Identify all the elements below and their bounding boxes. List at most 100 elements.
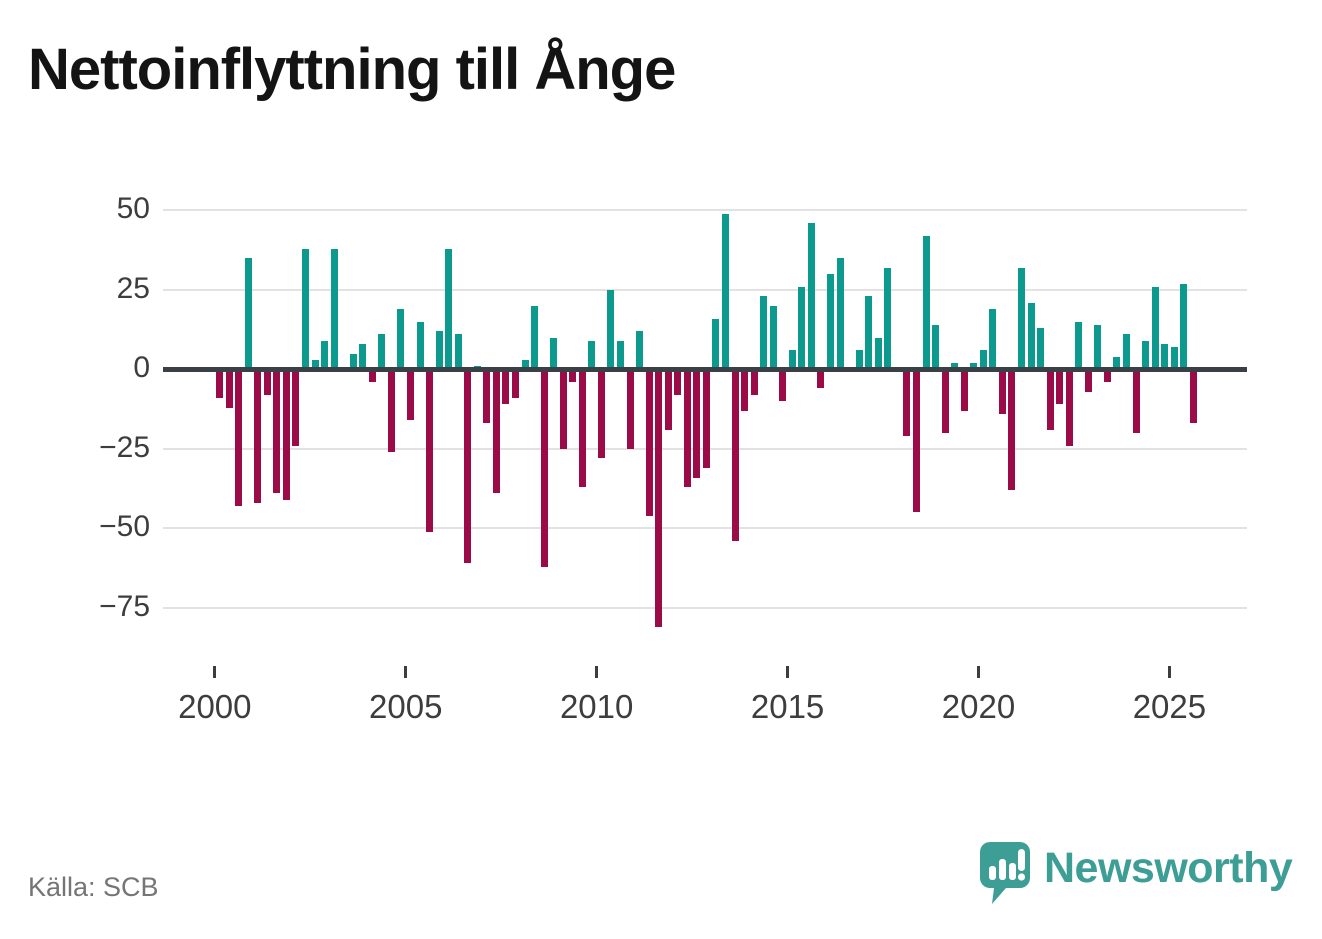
y-axis-tick-label: 25: [116, 271, 150, 305]
bar: [731, 369, 739, 542]
bar: [1094, 324, 1102, 370]
bar: [884, 267, 892, 370]
bar: [769, 305, 777, 370]
bar: [922, 235, 930, 370]
bar: [1065, 369, 1073, 446]
bar: [1151, 286, 1159, 370]
bar: [1113, 356, 1121, 370]
x-axis-tick: [213, 666, 217, 678]
bar: [798, 286, 806, 370]
bar: [655, 369, 663, 627]
source-note: Källa: SCB: [28, 872, 159, 902]
gridline: [163, 527, 1247, 530]
bar: [607, 289, 615, 370]
bar: [311, 359, 319, 370]
gridline: [163, 288, 1247, 291]
y-axis-tick-label: 0: [133, 351, 150, 385]
bar: [1027, 302, 1035, 370]
bar: [827, 274, 835, 370]
x-axis-tick: [404, 666, 408, 678]
bar: [512, 369, 520, 398]
bar: [254, 369, 262, 503]
bar: [1180, 283, 1188, 370]
bar: [387, 369, 395, 453]
x-axis-tick-label: 2015: [750, 688, 825, 725]
bar: [702, 369, 710, 468]
x-axis-tick-label: 2020: [941, 688, 1016, 725]
bar: [244, 258, 252, 370]
bar: [712, 318, 720, 370]
x-axis-tick: [595, 666, 599, 678]
bar: [874, 337, 882, 370]
bar: [836, 258, 844, 370]
bar: [807, 223, 815, 370]
bar: [578, 369, 586, 488]
bar: [464, 369, 472, 564]
bar: [636, 331, 644, 370]
bar: [960, 369, 968, 411]
zero-axis-line: [163, 366, 1247, 372]
bar: [416, 321, 424, 370]
bar: [521, 359, 529, 370]
bar: [273, 369, 281, 494]
bar: [1008, 369, 1016, 491]
bar: [1084, 369, 1092, 392]
bar: [865, 296, 873, 370]
bar: [760, 296, 768, 370]
bar: [225, 369, 233, 408]
bar: [1017, 267, 1025, 370]
bar: [569, 369, 577, 383]
bar: [951, 363, 959, 370]
bar: [970, 363, 978, 370]
bar: [235, 369, 243, 507]
bar: [397, 308, 405, 370]
bar: [979, 350, 987, 370]
bar: [597, 369, 605, 459]
bar: [617, 340, 625, 370]
bar: [989, 308, 997, 370]
bar: [216, 369, 224, 398]
x-axis-tick-label: 2000: [178, 688, 252, 725]
bar: [1122, 334, 1130, 370]
gridline: [163, 606, 1247, 609]
y-axis-tick-label: −50: [99, 510, 150, 544]
bar: [1037, 328, 1045, 370]
y-axis-tick-label: −25: [99, 430, 150, 464]
newsworthy-speech-bubble-chart-icon: [980, 842, 1030, 911]
bar: [540, 369, 548, 567]
bar: [903, 369, 911, 437]
bar: [1046, 369, 1054, 430]
bar: [941, 369, 949, 433]
bar: [321, 340, 329, 370]
bar: [1075, 321, 1083, 370]
x-axis-tick-label: 2010: [559, 688, 634, 725]
bar: [855, 350, 863, 370]
bar: [683, 369, 691, 488]
bar: [817, 369, 825, 389]
bar: [722, 213, 730, 370]
x-axis-tick: [977, 666, 980, 678]
bar: [788, 350, 796, 370]
bar: [359, 343, 367, 370]
newsworthy-logo: Newsworthy: [980, 842, 1293, 911]
bar: [426, 369, 434, 532]
bar: [407, 369, 415, 421]
bar: [741, 369, 749, 411]
bar: [645, 369, 653, 516]
bar: [492, 369, 500, 494]
bar: [779, 369, 787, 402]
gridline: [163, 209, 1247, 212]
x-axis-tick-label: 2025: [1132, 688, 1207, 725]
bar: [550, 337, 558, 370]
bar: [664, 369, 672, 430]
bar: [349, 353, 357, 370]
bar: [454, 334, 462, 370]
bar: [483, 369, 491, 424]
bar: [368, 369, 376, 383]
bar: [1103, 369, 1111, 383]
bar: [435, 331, 443, 370]
bar: [1161, 343, 1169, 370]
bar: [750, 369, 758, 395]
